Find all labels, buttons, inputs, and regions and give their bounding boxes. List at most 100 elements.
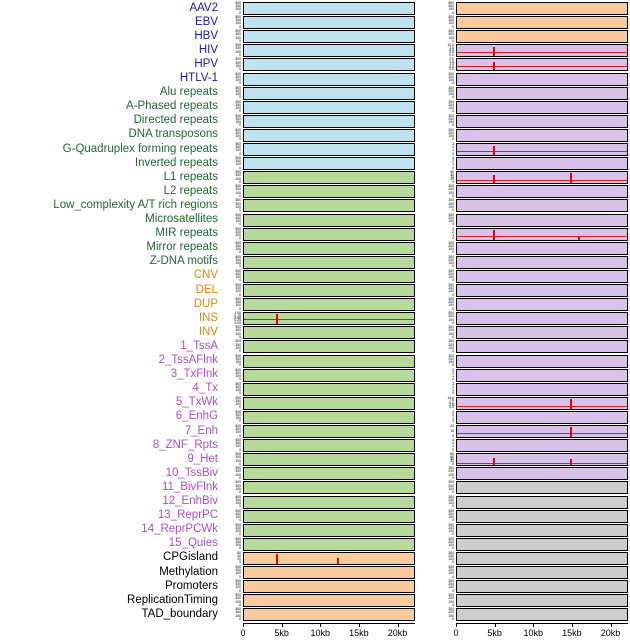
track-panel-b: [456, 537, 628, 551]
track-panel-a: [243, 86, 415, 100]
track-panel-b: [456, 551, 628, 565]
x-axis-panel-a: 0 5kb 10kb 15kb 20kb: [240, 623, 415, 641]
track-panel-a: [243, 453, 415, 467]
track-panel-a: [243, 410, 415, 424]
track-label: G-Quadruplex forming repeats: [62, 142, 218, 155]
track-label: TAD_boundary: [141, 607, 219, 620]
track-panel-b: [456, 241, 628, 255]
peak-bar: [275, 553, 278, 564]
x-axis-tick: [243, 623, 244, 628]
track-label: 2_TssAFlnk: [158, 354, 218, 366]
track-label: 12_EnhBiv: [162, 495, 218, 507]
track-label: 13_ReprPC: [157, 509, 218, 522]
track-panel-b: [456, 72, 628, 86]
track-panel-a: [243, 30, 415, 44]
track-panel-b: [456, 255, 628, 269]
track-panel-a: [243, 425, 415, 438]
x-axis-tick: [456, 623, 457, 628]
peak-bar: [493, 230, 496, 240]
track-panel-a: [243, 199, 415, 213]
track-label: 6_EnhG: [175, 410, 218, 423]
track-panel-a: [243, 284, 415, 297]
track-panel-b: [456, 523, 628, 537]
track-label: DNA transposons: [128, 128, 219, 141]
threshold-line: [457, 150, 627, 152]
track-label: Directed repeats: [133, 114, 218, 127]
track-label: MIR repeats: [155, 227, 218, 240]
track-panel-a: [243, 382, 415, 396]
track-panel-a: [243, 537, 415, 551]
peak-bar: [492, 61, 495, 71]
track-panel-b: [456, 185, 628, 199]
track-label: EBV: [194, 15, 218, 28]
track-panel-b: [456, 213, 628, 227]
track-panel-a: [243, 495, 415, 509]
track-label: 8_ZNF_Rpts: [152, 438, 218, 451]
track-label: AAV2: [189, 1, 218, 14]
track-panel-a: [243, 143, 415, 156]
track-panel-b: [456, 30, 628, 44]
track-panel-b: [456, 199, 628, 213]
track-panel-b: [456, 566, 628, 579]
track-panel-a: [243, 157, 415, 171]
peak-bar: [569, 173, 572, 184]
track-panel-a: [243, 566, 415, 579]
track-panel-a: [243, 594, 415, 608]
track-panel-b: [456, 495, 628, 509]
track-label: 10_TssBiv: [165, 466, 218, 479]
track-panel-b: [456, 86, 628, 100]
track-panel-a: [243, 396, 415, 410]
track-label: 3_TxFlnk: [170, 368, 218, 381]
x-axis-tick: [533, 623, 535, 628]
track-label: Z-DNA motifs: [149, 255, 218, 268]
track-panel-b: [456, 171, 628, 185]
track-panel-b: [456, 509, 628, 523]
track-panel-b: [456, 340, 628, 354]
track-panel-a: [243, 439, 415, 453]
axis-line: [243, 623, 415, 625]
track-label: CPGisland: [163, 551, 218, 564]
track-label-column: AAV2 EBV HBV HIV HPV HTLV-1 Alu repeats A-Phase…: [0, 0, 224, 620]
track-panel-b: [456, 298, 628, 312]
x-axis-tick: [571, 623, 573, 628]
track-panel-b: [456, 269, 628, 283]
track-panel-a: [243, 269, 415, 283]
threshold-line: [457, 180, 627, 182]
track-panel-b: [456, 467, 628, 481]
track-panel-b: [456, 284, 628, 297]
track-panel-b: [456, 44, 628, 58]
track-panel-a: [243, 326, 415, 340]
track-panel-b: [456, 410, 628, 424]
peak-bar: [493, 457, 496, 466]
track-panel-a: [243, 354, 415, 368]
track-panel-a: [243, 128, 415, 142]
track-label: Methylation: [159, 565, 218, 578]
track-panel-b: [456, 368, 628, 382]
track-panel-b: [456, 608, 628, 622]
track-panel-b: [456, 16, 628, 30]
track-panel-b: [456, 354, 628, 368]
track-panel-a: [243, 2, 415, 15]
track-label: 14_ReprPCWk: [141, 523, 218, 536]
track-panel-a: [243, 241, 415, 255]
track-label: DUP: [193, 297, 218, 310]
track-label: ReplicationTiming: [127, 593, 218, 606]
peak-bar: [492, 47, 495, 57]
track-panel-b: [456, 157, 628, 171]
threshold-line: [457, 462, 627, 464]
track-label: INV: [198, 325, 218, 338]
track-panel-b: [456, 100, 628, 114]
track-panel-a: [243, 16, 415, 30]
x-axis-tick: [320, 623, 322, 628]
track-panel-a: [243, 255, 415, 269]
track-label: L2 repeats: [163, 184, 218, 197]
track-panel-a: [243, 185, 415, 199]
track-panel-b: [456, 382, 628, 396]
track-panel-b: [456, 439, 628, 453]
track-panel-a: [243, 509, 415, 523]
threshold-line: [457, 51, 627, 53]
track-label: 11_BivFlnk: [161, 480, 218, 493]
track-label: 5_TxWk: [175, 396, 218, 409]
track-label: 15_Quies: [168, 537, 218, 550]
